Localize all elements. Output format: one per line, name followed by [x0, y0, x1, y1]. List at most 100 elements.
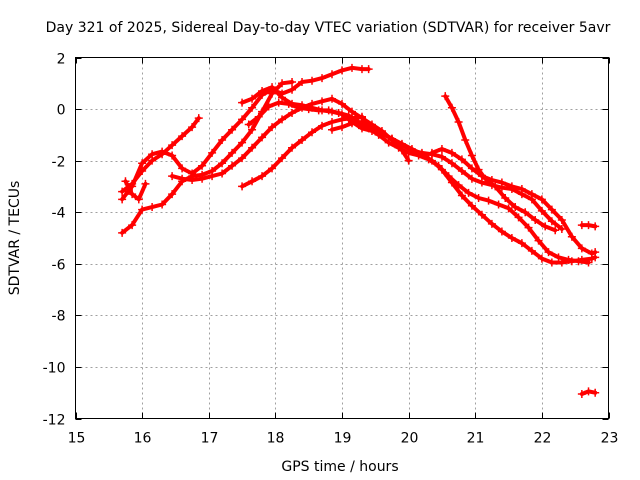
data-point [318, 74, 327, 83]
data-point [198, 174, 207, 183]
data-point [148, 203, 157, 212]
y-tick-label: 0 [57, 103, 66, 119]
data-point [168, 190, 177, 199]
data-point [218, 169, 227, 178]
data-point [328, 117, 337, 126]
data-point [288, 77, 297, 86]
data-point [531, 215, 540, 224]
data-point [148, 150, 157, 159]
data-point [437, 145, 446, 154]
data-point [357, 117, 366, 126]
series-line [443, 94, 558, 233]
data-point [427, 156, 436, 165]
data-point [248, 125, 257, 134]
x-axis-label: GPS time / hours [281, 459, 398, 475]
data-point [178, 132, 187, 141]
data-point [128, 190, 137, 199]
data-point [527, 190, 536, 199]
data-point [294, 103, 303, 112]
data-point [238, 115, 247, 124]
y-axis-label: SDTVAR / TECUs [7, 181, 23, 296]
data-point [397, 139, 406, 148]
data-point [527, 246, 536, 255]
y-tick-label: -8 [52, 309, 66, 325]
data-point [258, 87, 267, 96]
x-tick-label: 22 [534, 431, 552, 447]
x-tick-label: 21 [467, 431, 485, 447]
x-axis-ticks: 15 16 17 18 19 20 21 22 23 [68, 57, 618, 447]
x-tick-label: 19 [334, 431, 352, 447]
data-point [477, 210, 486, 219]
series-track-11 [441, 92, 560, 235]
data-point [467, 151, 476, 160]
data-point [367, 123, 376, 132]
data-point [584, 387, 593, 396]
data-point [584, 221, 593, 230]
y-tick-label: -12 [43, 413, 66, 429]
data-point [168, 172, 177, 181]
data-point [541, 222, 550, 231]
data-point [338, 66, 346, 75]
data-point [467, 164, 476, 173]
data-point [308, 128, 317, 137]
data-point [338, 123, 346, 132]
data-point [447, 159, 456, 168]
x-tick-label: 18 [267, 431, 285, 447]
data-point [274, 98, 283, 107]
data-point [347, 119, 356, 128]
data-point [441, 92, 450, 101]
data-point [218, 159, 227, 168]
data-point [554, 253, 563, 262]
series-line [246, 100, 591, 265]
data-point [328, 70, 337, 79]
data-point [517, 185, 526, 194]
data-point [507, 234, 516, 242]
x-tick-label: 20 [401, 431, 419, 447]
data-point [278, 79, 287, 88]
data-point [404, 156, 413, 165]
data-point [228, 148, 237, 157]
data-point [118, 228, 127, 237]
data-point [461, 136, 470, 145]
data-point [288, 143, 297, 152]
data-point [591, 222, 600, 231]
series-track-5 [168, 94, 413, 184]
data-point [557, 224, 566, 233]
data-point [464, 188, 473, 197]
data-point [447, 103, 456, 112]
data-point [481, 174, 490, 183]
data-point [474, 165, 483, 174]
data-point [228, 125, 237, 134]
data-point [168, 151, 177, 160]
series-line [429, 147, 598, 256]
data-point [118, 195, 127, 204]
series-track-2 [118, 63, 373, 204]
data-point [364, 65, 373, 74]
data-point [298, 136, 307, 145]
data-point [567, 232, 576, 241]
data-point [254, 112, 263, 121]
data-point [278, 154, 287, 163]
data-point [208, 148, 217, 157]
data-point [551, 226, 560, 235]
data-point [544, 248, 553, 257]
data-point [467, 201, 476, 210]
data-point [457, 155, 466, 164]
data-point [248, 143, 257, 152]
chart-title: Day 321 of 2025, Sidereal Day-to-day VTE… [46, 20, 611, 36]
data-point [491, 182, 500, 191]
data-point [284, 99, 293, 108]
data-point [288, 108, 297, 117]
data-point [537, 206, 546, 215]
data-point [198, 161, 207, 170]
data-point [278, 93, 287, 102]
data-point [338, 99, 346, 108]
y-axis-ticks: 2 0 -2 -4 -6 -8 -10 -12 [43, 52, 609, 429]
data-point [521, 208, 530, 217]
data-point [264, 102, 273, 111]
y-tick-label: -6 [52, 258, 66, 274]
data-point [188, 175, 197, 184]
data-point [474, 194, 483, 203]
data-point [547, 258, 556, 267]
